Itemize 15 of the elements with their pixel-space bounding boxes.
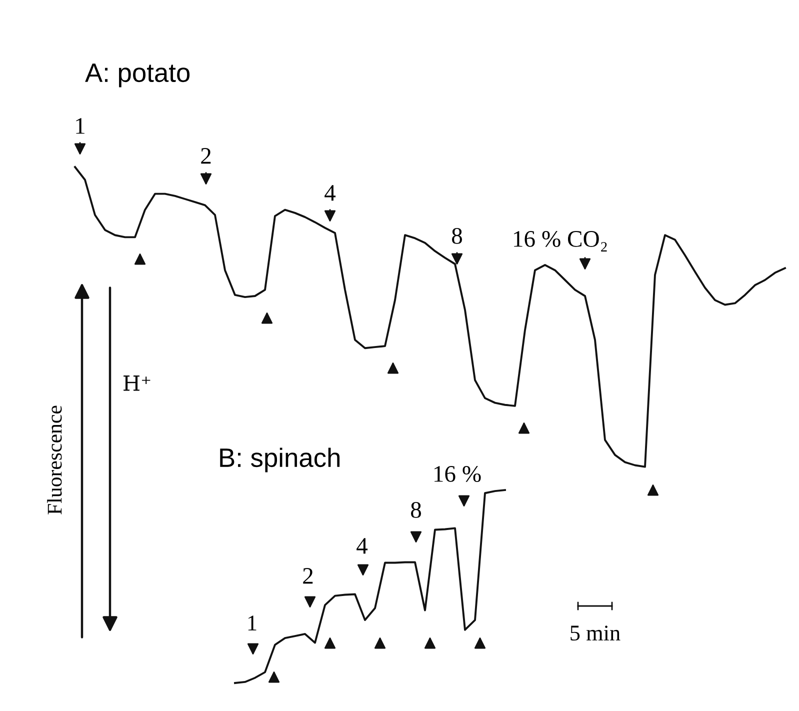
annotation: 8 [452,228,462,244]
annotation: 16 % CO₂ [514,230,607,252]
annotation: 4 [324,185,336,201]
annotation: 8 [410,502,422,518]
annotation: 5 min [570,626,620,641]
annotation: H⁺ [124,376,150,391]
y-axis-title: Fluorescence [47,406,62,514]
text: 1 [76,118,84,134]
annotation: 4 [356,538,368,554]
annotation: 2 [303,568,313,584]
annotation: 1 [248,616,256,630]
annotation: B: spinach [220,448,340,472]
annotation: 16 % [434,466,481,482]
text: A: potato [85,64,190,88]
text: 2 [201,148,211,164]
